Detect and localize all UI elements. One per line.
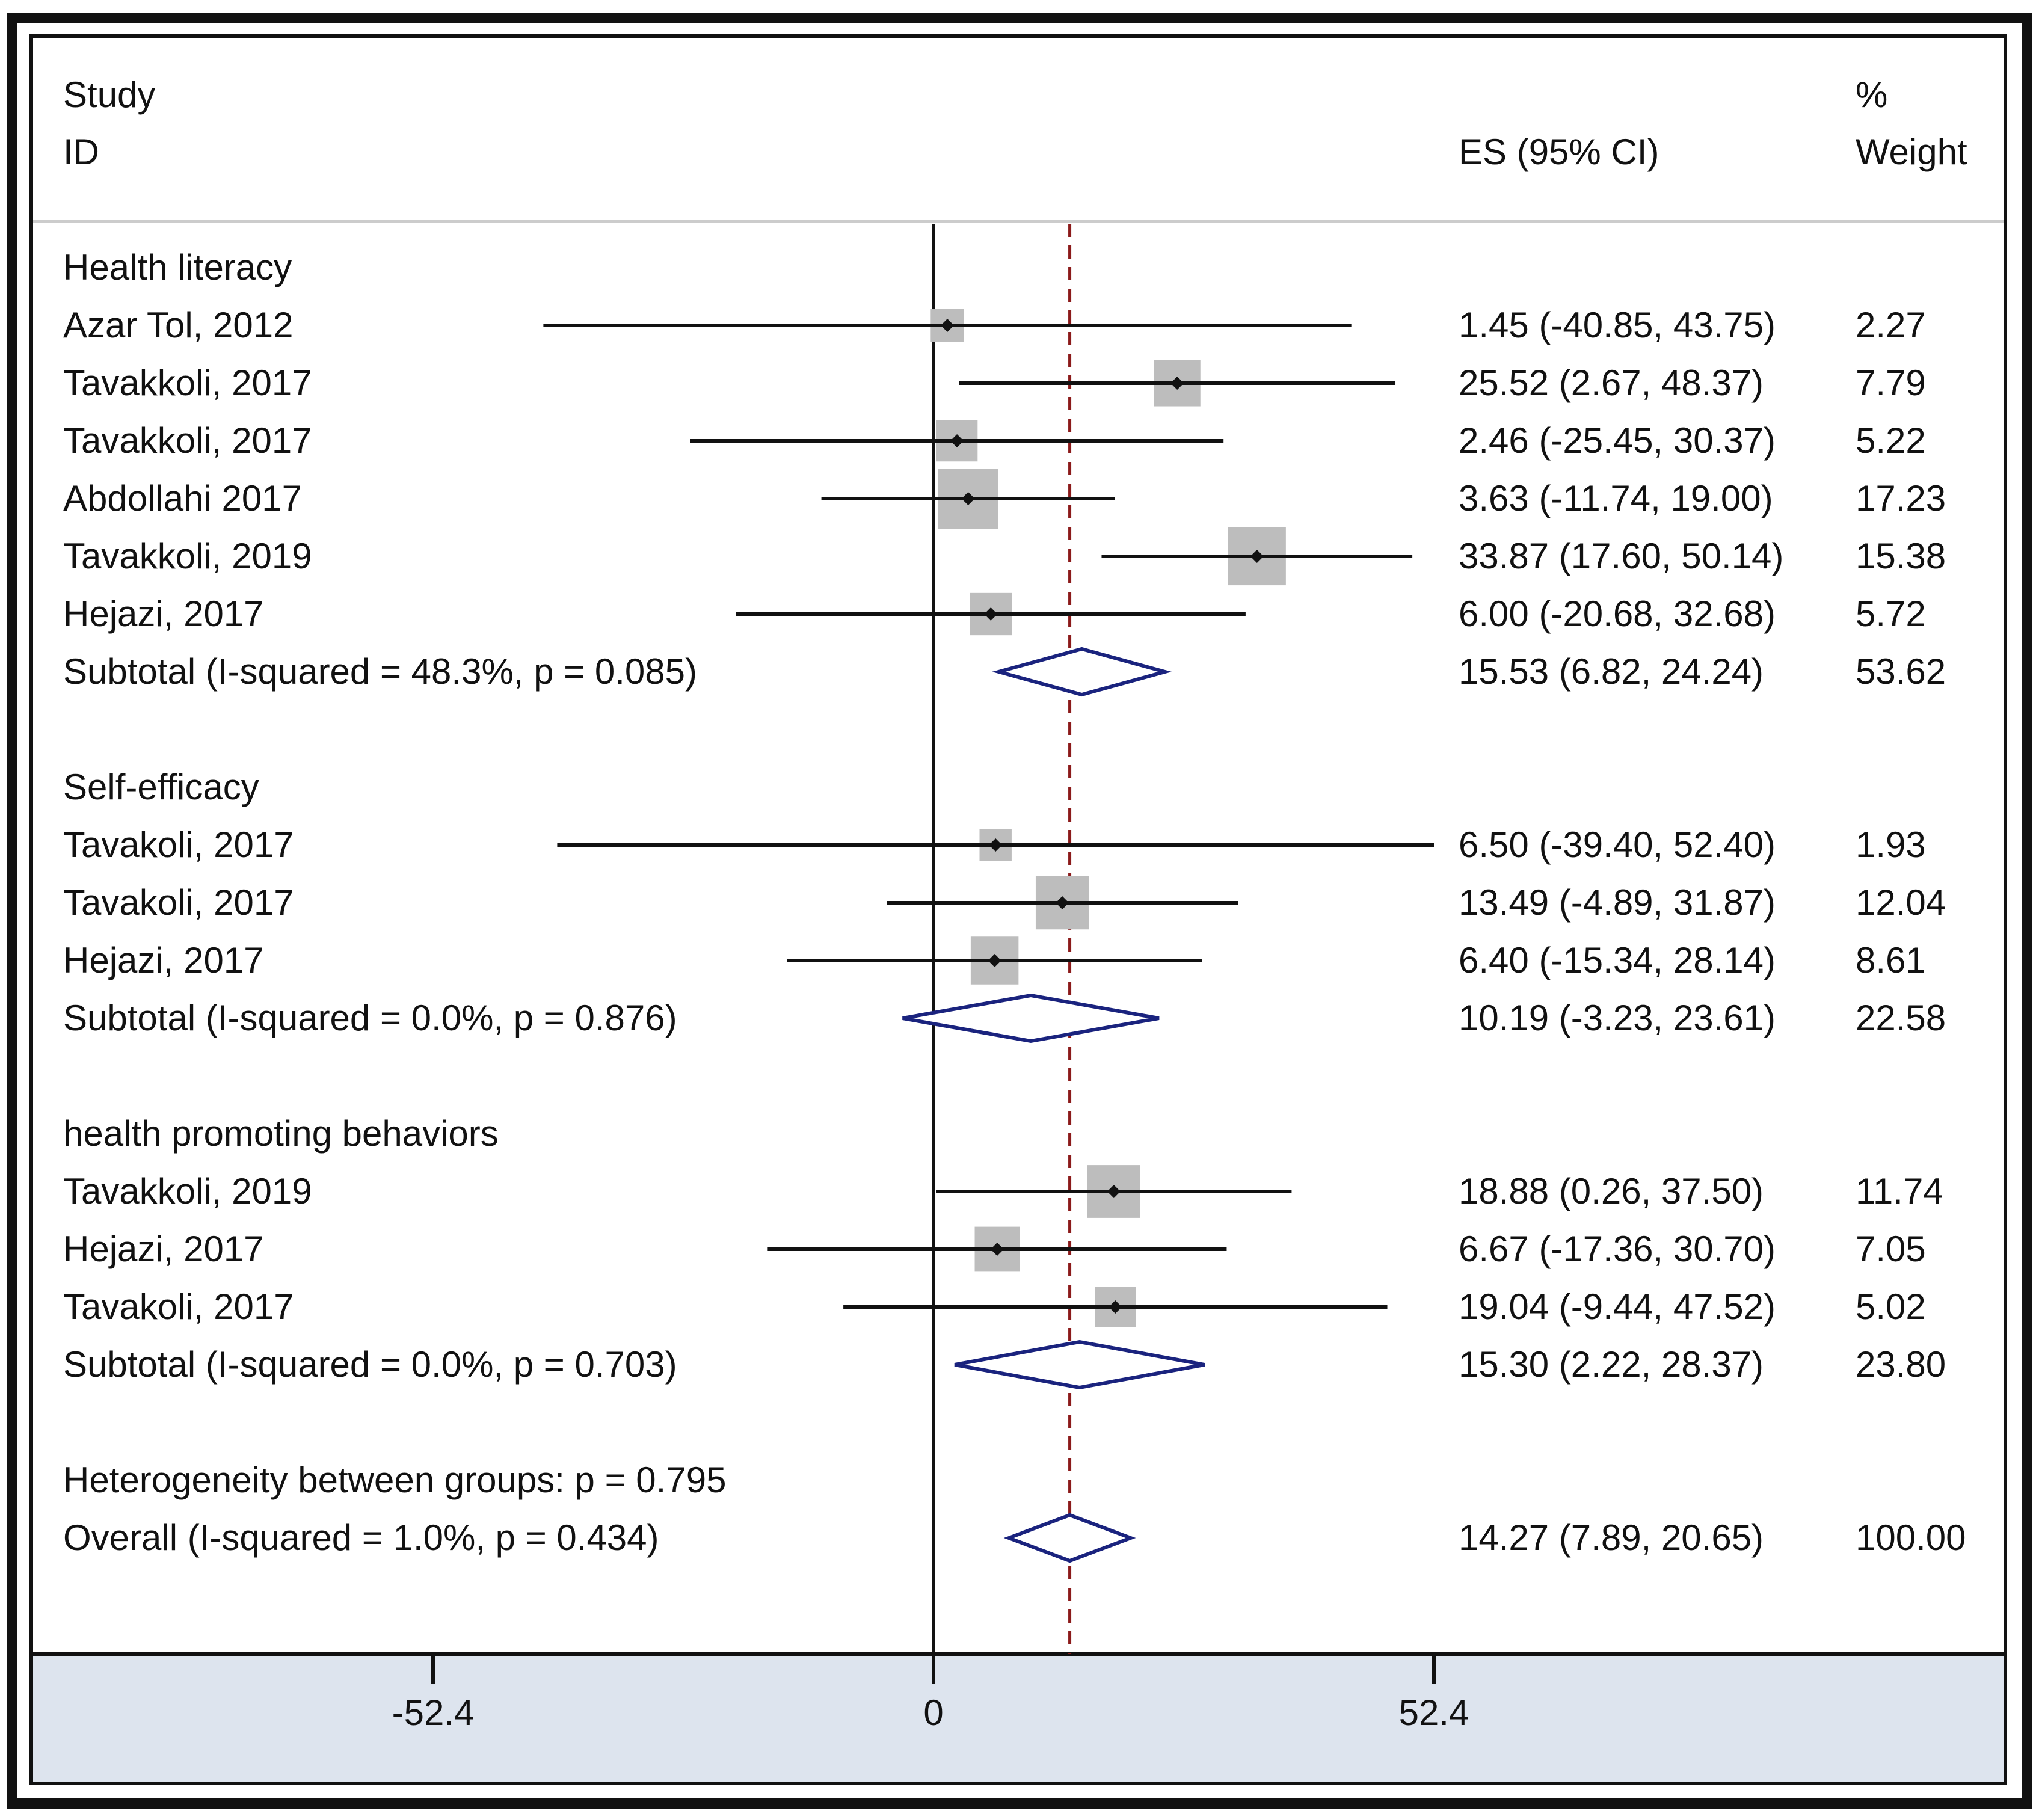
plot-marks: [543, 309, 1434, 1563]
study-label: Tavakkoli, 2017: [63, 363, 312, 403]
weight-text: 5.22: [1856, 420, 1926, 461]
weight-text: 15.38: [1856, 536, 1946, 576]
subtotal-label: Subtotal (I-squared = 48.3%, p = 0.085): [63, 651, 697, 692]
weight-text: 1.93: [1856, 825, 1926, 865]
study-label: Hejazi, 2017: [63, 940, 264, 980]
effect-size-text: 10.19 (-3.23, 23.61): [1459, 998, 1776, 1038]
effect-size-text: 14.27 (7.89, 20.65): [1459, 1517, 1764, 1558]
subtotal-diamond: [991, 647, 1172, 697]
weight-text: 11.74: [1856, 1171, 1943, 1211]
header-id: ID: [63, 132, 99, 172]
x-tick-label: -52.4: [392, 1692, 475, 1733]
header-percent: %: [1856, 75, 1887, 115]
weight-text: 17.23: [1856, 478, 1946, 518]
weight-text: 22.58: [1856, 998, 1946, 1038]
point-estimate: [989, 838, 1003, 852]
weight-text: 5.02: [1856, 1287, 1926, 1327]
study-label: Hejazi, 2017: [63, 1229, 264, 1269]
weight-text: 2.27: [1856, 305, 1926, 345]
weight-text: 7.05: [1856, 1229, 1926, 1269]
point-estimate: [1170, 377, 1184, 390]
group-label: Self-efficacy: [63, 767, 259, 807]
point-estimate: [961, 492, 975, 505]
subtotal-diamond: [902, 993, 1160, 1044]
point-estimate: [1107, 1185, 1121, 1198]
study-label: Tavakkoli, 2019: [63, 1171, 312, 1211]
row-texts: Health literacy Azar Tol, 2012 1.45 (-40.8…: [63, 247, 1966, 1558]
study-label: Tavakkoli, 2019: [63, 536, 312, 576]
effect-size-text: 18.88 (0.26, 37.50): [1459, 1171, 1764, 1211]
effect-size-text: 6.40 (-15.34, 28.14): [1459, 940, 1776, 980]
inner-frame: [29, 34, 2007, 1785]
weight-text: 8.61: [1856, 940, 1926, 980]
header-study: Study: [63, 75, 155, 115]
group-label: Health literacy: [63, 247, 292, 287]
effect-size-text: 15.53 (6.82, 24.24): [1459, 651, 1764, 692]
point-estimate: [950, 434, 964, 447]
effect-size-text: 19.04 (-9.44, 47.52): [1459, 1287, 1776, 1327]
effect-size-text: 33.87 (17.60, 50.14): [1459, 536, 1783, 576]
x-tick-label: 0: [923, 1692, 943, 1733]
overall-diamond: [1003, 1513, 1136, 1563]
weight-text: 23.80: [1856, 1344, 1946, 1385]
point-estimate: [1250, 550, 1264, 563]
group-label: health promoting behaviors: [63, 1113, 499, 1154]
point-estimate: [1109, 1300, 1122, 1314]
study-label: Tavakoli, 2017: [63, 1287, 294, 1327]
subtotal-label: Subtotal (I-squared = 0.0%, p = 0.876): [63, 998, 677, 1038]
effect-size-text: 13.49 (-4.89, 31.87): [1459, 882, 1776, 923]
effect-size-text: 6.50 (-39.40, 52.40): [1459, 825, 1776, 865]
outer-frame: [7, 13, 2032, 1809]
x-axis-ticks: -52.4 0 52.4: [392, 1654, 1469, 1733]
weight-text: 7.79: [1856, 363, 1926, 403]
point-estimate: [990, 1243, 1004, 1256]
axis-band: [33, 1654, 2004, 1782]
overall-label: Overall (I-squared = 1.0%, p = 0.434): [63, 1517, 659, 1558]
subtotal-label: Subtotal (I-squared = 0.0%, p = 0.703): [63, 1344, 677, 1385]
study-label: Hejazi, 2017: [63, 594, 264, 634]
point-estimate: [984, 607, 998, 621]
group-label: Heterogeneity between groups: p = 0.795: [63, 1460, 726, 1500]
weight-text: 12.04: [1856, 882, 1946, 923]
study-label: Tavakoli, 2017: [63, 882, 294, 923]
study-label: Tavakkoli, 2017: [63, 420, 312, 461]
reference-lines: [932, 224, 1072, 1654]
effect-size-text: 15.30 (2.22, 28.37): [1459, 1344, 1764, 1385]
effect-size-text: 6.00 (-20.68, 32.68): [1459, 594, 1776, 634]
weight-text: 100.00: [1856, 1517, 1966, 1558]
point-estimate: [988, 954, 1001, 967]
effect-size-text: 25.52 (2.67, 48.37): [1459, 363, 1764, 403]
effect-size-text: 6.67 (-17.36, 30.70): [1459, 1229, 1776, 1269]
effect-size-text: 1.45 (-40.85, 43.75): [1459, 305, 1776, 345]
point-estimate: [941, 319, 955, 332]
weight-text: 5.72: [1856, 594, 1926, 634]
x-tick-label: 52.4: [1399, 1692, 1469, 1733]
subtotal-diamond: [954, 1339, 1205, 1390]
study-label: Azar Tol, 2012: [63, 305, 293, 345]
study-label: Abdollahi 2017: [63, 478, 302, 518]
header-weight: Weight: [1856, 132, 1967, 172]
weight-text: 53.62: [1856, 651, 1946, 692]
effect-size-text: 2.46 (-25.45, 30.37): [1459, 420, 1776, 461]
study-label: Tavakoli, 2017: [63, 825, 294, 865]
header-es: ES (95% CI): [1459, 132, 1659, 172]
point-estimate: [1056, 896, 1069, 909]
effect-size-text: 3.63 (-11.74, 19.00): [1459, 478, 1773, 518]
